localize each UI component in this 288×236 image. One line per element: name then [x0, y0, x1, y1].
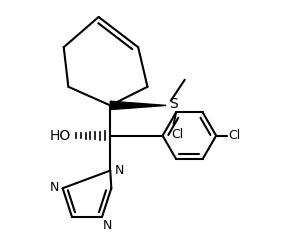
Text: Cl: Cl — [171, 128, 183, 141]
Text: S: S — [169, 97, 178, 111]
Text: N: N — [50, 181, 59, 194]
Text: Cl: Cl — [228, 129, 240, 142]
Text: N: N — [115, 164, 124, 177]
Text: HO: HO — [50, 129, 71, 143]
Text: N: N — [103, 219, 113, 232]
Polygon shape — [110, 101, 166, 110]
